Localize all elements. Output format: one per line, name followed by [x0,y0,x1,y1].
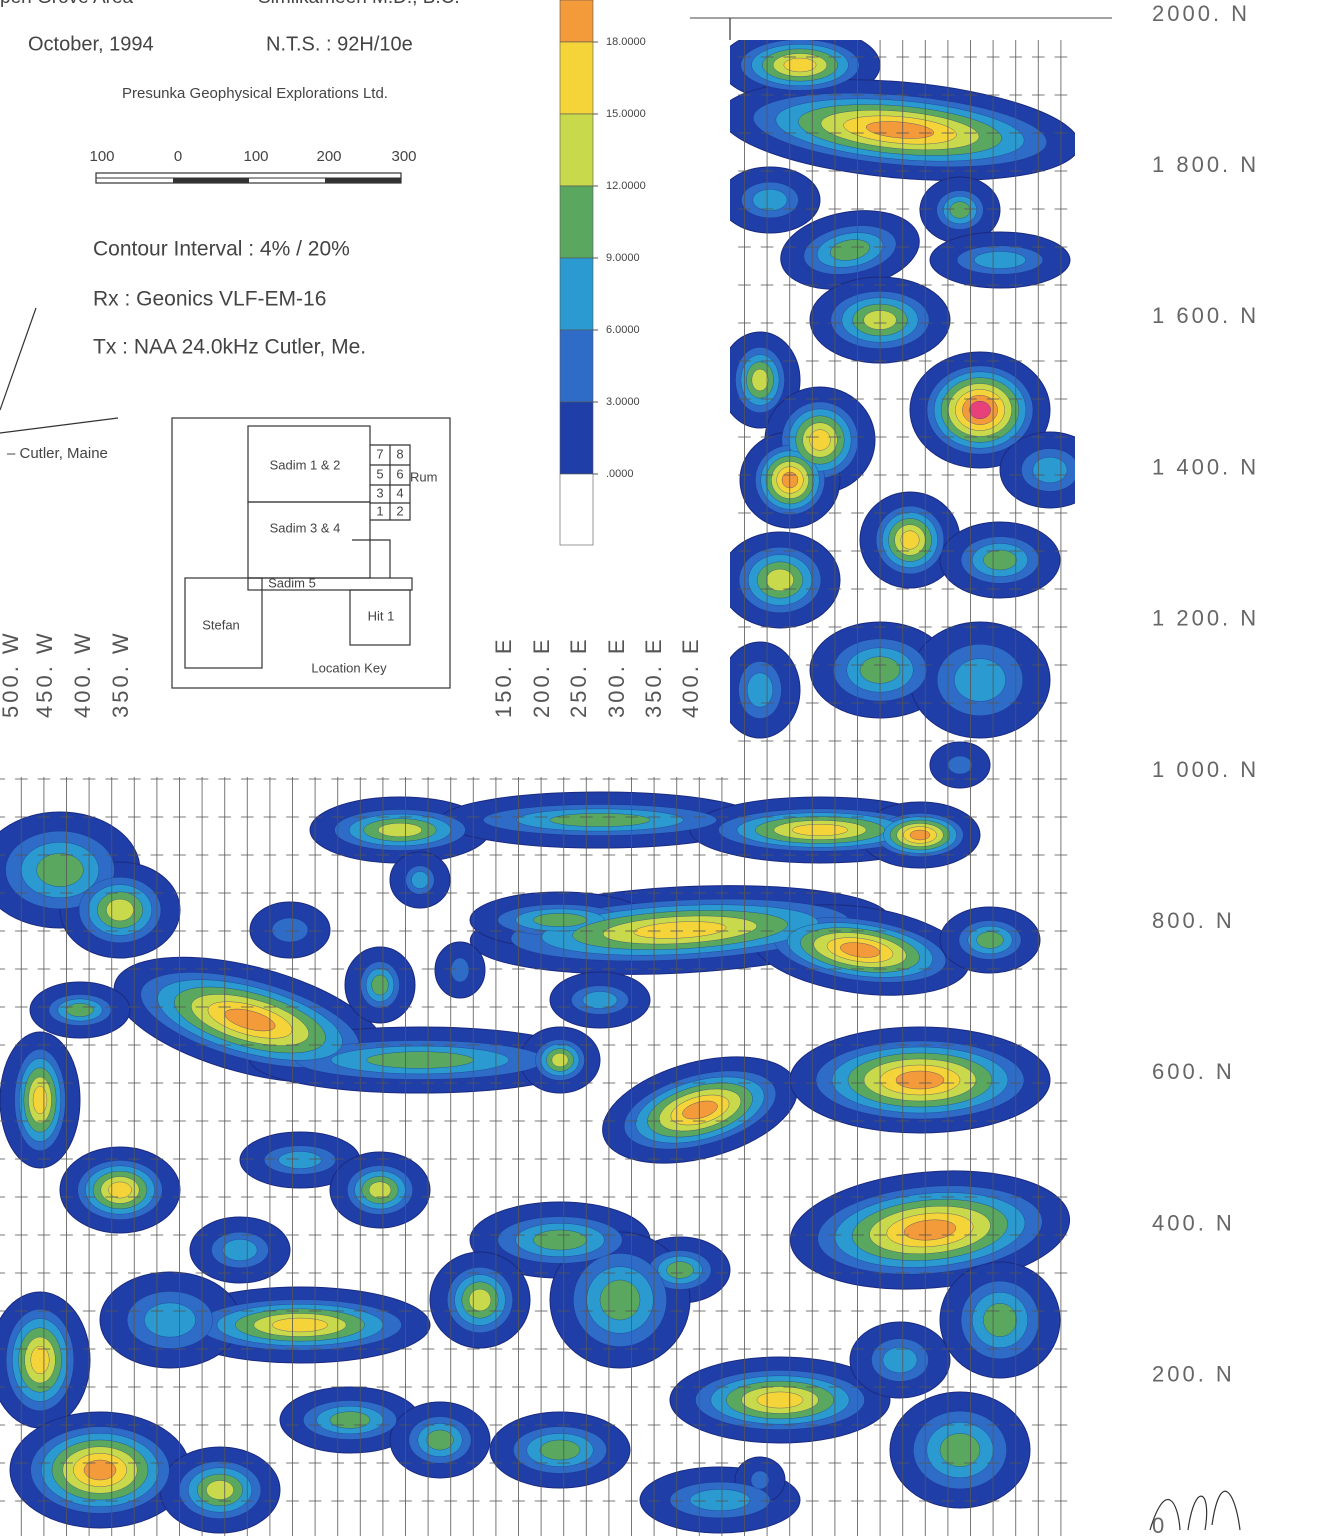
key-cell: 4 [396,485,403,500]
key-label: Rum [410,469,437,484]
legend-band [560,186,593,258]
north-line-label: 400. N [1152,1210,1235,1235]
scale-label: 200 [316,148,341,165]
east-line-label: 300. E [604,636,629,718]
legend-band [560,474,593,545]
key-label: Sadim 3 & 4 [270,520,341,535]
legend-band [560,0,593,42]
legend-label: .0000 [606,468,634,480]
legend-band [560,330,593,402]
station: – Cutler, Maine [7,445,108,462]
scale-segment [325,178,401,183]
east-line-label: 200. E [529,636,554,718]
west-line-label: 350. W [108,630,133,718]
west-line-label: 450. W [32,630,57,718]
survey-map: pen Grove Area Similkameen M.D., B.C. Oc… [0,0,1328,1536]
district: Similkameen M.D., B.C. [258,0,460,8]
legend-label: 12.0000 [606,180,646,192]
east-line-label: 400. E [678,636,703,718]
key-label: Sadim 5 [268,575,316,590]
legend-band [560,114,593,186]
key-cell: 1 [376,503,383,518]
north-line-label: 1 600. N [1152,303,1259,328]
north-line-label: 200. N [1152,1362,1235,1387]
north-line-label: 1 000. N [1152,757,1259,782]
key-label: Stefan [202,617,240,632]
legend-band [560,402,593,474]
scale-label: 100 [89,148,114,165]
west-line-label: 500. W [0,630,23,718]
north-line-label: 1 800. N [1152,152,1259,177]
key-cell: 6 [396,466,403,481]
scale-label: 0 [174,148,182,165]
receiver: Rx : Geonics VLF-EM-16 [93,288,326,311]
legend-label: 15.0000 [606,108,646,120]
north-line-label: 800. N [1152,908,1235,933]
west-line-label: 400. W [70,630,95,718]
east-line-label: 150. E [491,636,516,718]
nts: N.T.S. : 92H/10e [266,33,413,55]
north-line-label: 600. N [1152,1059,1235,1084]
date: October, 1994 [28,33,154,55]
legend-band [560,42,593,114]
north-line-label: 2000. N [1152,1,1250,26]
key-label: Sadim 1 & 2 [270,457,341,472]
legend-label: 18.0000 [606,36,646,48]
key-cell: 5 [376,466,383,481]
scale-segment [173,178,249,183]
scale-label: 300 [391,148,416,165]
scale-label: 100 [243,148,268,165]
key-cell: 2 [396,503,403,518]
key-cell: 8 [396,446,403,461]
legend-band [560,258,593,330]
east-line-label: 350. E [641,636,666,718]
legend-label: 9.0000 [606,252,640,264]
key-label: Hit 1 [368,608,395,623]
key-cell: 7 [376,446,383,461]
north-line-label: 0 [1152,1513,1167,1536]
contour-interval: Contour Interval : 4% / 20% [93,238,350,261]
legend-label: 6.0000 [606,324,640,336]
key-title: Location Key [311,660,387,675]
legend-label: 3.0000 [606,396,640,408]
north-line-label: 1 400. N [1152,454,1259,479]
key-cell: 3 [376,485,383,500]
north-line-label: 1 200. N [1152,606,1259,631]
area: pen Grove Area [0,0,134,8]
company: Presunka Geophysical Explorations Ltd. [122,85,388,102]
transmitter: Tx : NAA 24.0kHz Cutler, Me. [93,336,366,359]
east-line-label: 250. E [566,636,591,718]
